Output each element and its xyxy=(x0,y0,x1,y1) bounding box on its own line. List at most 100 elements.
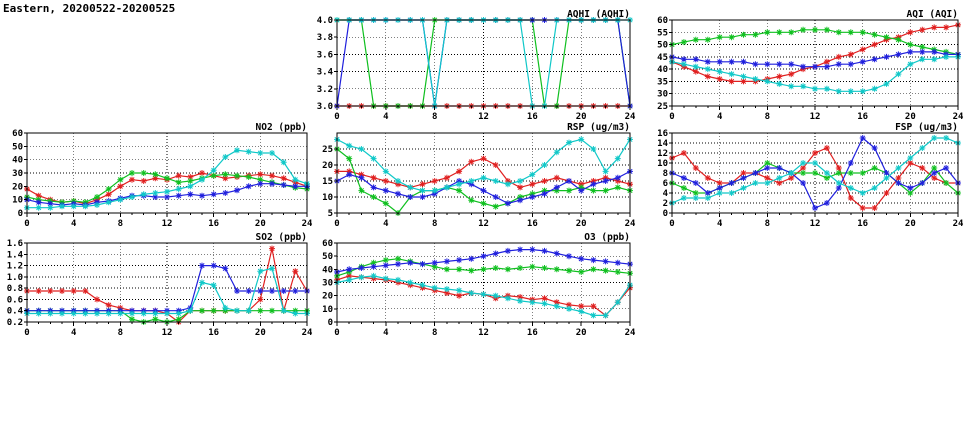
chart-title: NO2 (ppb) xyxy=(256,122,307,133)
axis-tick-labels: 5 10 15 20 25 0 4 8 12 16 20 24 xyxy=(322,145,636,229)
svg-text:16: 16 xyxy=(208,219,219,229)
svg-text:8: 8 xyxy=(118,328,123,338)
svg-text:0: 0 xyxy=(24,219,29,229)
svg-text:4: 4 xyxy=(71,328,77,338)
svg-text:8: 8 xyxy=(432,112,437,122)
axis-ticks xyxy=(334,19,631,110)
svg-text:2: 2 xyxy=(663,199,668,209)
chart-canvas-o3: 0 10 20 30 40 50 60 0 4 8 12 16 20 24 O3 (ppb) xyxy=(322,232,636,338)
svg-text:3.4: 3.4 xyxy=(317,68,334,78)
svg-text:4: 4 xyxy=(383,328,389,338)
svg-text:1.6: 1.6 xyxy=(7,239,23,249)
svg-text:12: 12 xyxy=(657,149,668,159)
svg-text:16: 16 xyxy=(208,328,219,338)
axis-tick-labels: 0.20.4 0.60.81.01.2 1.41.6 0 4 8 12 16 20 24 xyxy=(7,239,313,338)
svg-text:12: 12 xyxy=(810,112,821,122)
chart-so2: 0.2 0.4 0.6 0.8 1.0 1.2 1.4 1.6 0 4 8 12 16 20 24 SO2 (… xyxy=(1,231,313,338)
svg-text:6: 6 xyxy=(663,179,668,189)
svg-text:30: 30 xyxy=(322,279,333,289)
svg-text:4: 4 xyxy=(383,219,389,229)
svg-text:40: 40 xyxy=(657,65,668,75)
page-title: Eastern, 20200522-20200525 xyxy=(3,2,176,15)
svg-text:3.6: 3.6 xyxy=(317,50,333,60)
chart-title: AQI (AQI) xyxy=(907,9,958,20)
axis-ticks xyxy=(24,132,308,217)
svg-text:20: 20 xyxy=(322,161,333,171)
svg-text:3.2: 3.2 xyxy=(317,85,333,95)
series-group xyxy=(334,246,633,319)
axis-ticks xyxy=(669,19,959,110)
svg-text:8: 8 xyxy=(765,112,770,122)
svg-text:20: 20 xyxy=(255,328,266,338)
svg-text:10: 10 xyxy=(657,159,668,169)
svg-text:20: 20 xyxy=(905,112,916,122)
svg-text:25: 25 xyxy=(322,145,333,155)
svg-text:0.2: 0.2 xyxy=(7,318,23,328)
svg-text:30: 30 xyxy=(657,90,668,100)
axis-ticks xyxy=(334,242,631,326)
svg-text:30: 30 xyxy=(12,169,23,179)
axis-tick-labels: 0 10 20 30 40 50 60 0 4 8 12 16 20 24 xyxy=(12,129,313,229)
svg-text:3.8: 3.8 xyxy=(317,33,333,43)
svg-text:8: 8 xyxy=(432,219,437,229)
svg-text:16: 16 xyxy=(527,219,538,229)
chart-no2: 0 10 20 30 40 50 60 0 4 8 12 16 20 24 NO2 (ppb) xyxy=(1,121,313,229)
series-group xyxy=(669,135,961,211)
svg-text:10: 10 xyxy=(322,193,333,203)
svg-text:4: 4 xyxy=(717,219,723,229)
svg-text:20: 20 xyxy=(576,328,587,338)
chart-canvas-aqi: 25 30 35 40 45 50 55 60 0 4 8 12 16 20 24 AQI (AQI) xyxy=(657,9,964,122)
svg-text:24: 24 xyxy=(625,328,636,338)
svg-text:24: 24 xyxy=(625,112,636,122)
gridlines xyxy=(337,20,630,106)
svg-text:24: 24 xyxy=(302,219,313,229)
chart-canvas-aqhi: 3.0 3.2 3.4 3.6 3.8 4.0 0 4 8 12 16 20 24 AQHI (AQHI) xyxy=(317,9,636,122)
svg-text:0: 0 xyxy=(334,112,339,122)
svg-text:0: 0 xyxy=(669,219,674,229)
svg-text:16: 16 xyxy=(857,112,868,122)
chart-rsp: 5 10 15 20 25 0 4 8 12 16 20 24 RSP (ug/m3) xyxy=(311,121,636,229)
svg-text:16: 16 xyxy=(527,328,538,338)
svg-text:1.2: 1.2 xyxy=(7,262,23,272)
svg-text:10: 10 xyxy=(12,196,23,206)
svg-text:25: 25 xyxy=(657,102,668,112)
svg-text:24: 24 xyxy=(302,328,313,338)
svg-text:8: 8 xyxy=(118,219,123,229)
svg-text:3.0: 3.0 xyxy=(317,102,333,112)
svg-text:4: 4 xyxy=(383,112,389,122)
axis-ticks xyxy=(24,242,308,326)
svg-text:12: 12 xyxy=(478,219,489,229)
svg-text:60: 60 xyxy=(657,16,668,26)
chart-aqhi: 3.0 3.2 3.4 3.6 3.8 4.0 0 4 8 12 16 20 24 AQHI (AQHI) xyxy=(311,8,636,122)
svg-text:0: 0 xyxy=(334,328,339,338)
svg-text:4: 4 xyxy=(663,189,669,199)
series-group xyxy=(24,147,310,211)
axis-tick-labels: 3.0 3.2 3.4 3.6 3.8 4.0 0 4 8 12 16 20 24 xyxy=(317,16,636,122)
axis-tick-labels: 25 30 35 40 45 50 55 60 0 4 8 12 16 20 24 xyxy=(657,16,964,122)
svg-text:45: 45 xyxy=(657,53,668,63)
svg-text:0.8: 0.8 xyxy=(7,284,23,294)
svg-text:8: 8 xyxy=(432,328,437,338)
svg-text:40: 40 xyxy=(12,156,23,166)
axis-ticks xyxy=(669,132,959,217)
svg-text:50: 50 xyxy=(12,142,23,152)
chart-canvas-so2: 0.20.4 0.60.81.01.2 1.41.6 0 4 8 12 16 20 24 SO2 (… xyxy=(7,232,313,338)
svg-text:20: 20 xyxy=(576,219,587,229)
svg-text:8: 8 xyxy=(765,219,770,229)
chart-title: FSP (ug/m3) xyxy=(895,122,958,133)
chart-title: SO2 (ppb) xyxy=(256,232,307,243)
series-group xyxy=(669,21,961,95)
svg-text:24: 24 xyxy=(953,219,964,229)
chart-fsp: 0 2 4 6 8 10 12 14 16 0 4 8 12 16 20 24 FSP (ug/m3) xyxy=(646,121,964,229)
svg-text:14: 14 xyxy=(657,139,668,149)
svg-text:1.4: 1.4 xyxy=(7,250,24,260)
svg-text:15: 15 xyxy=(322,177,333,187)
chart-o3: 0 10 20 30 40 50 60 0 4 8 12 16 20 24 O3 (ppb) xyxy=(311,231,636,338)
svg-text:0: 0 xyxy=(18,209,23,219)
svg-text:12: 12 xyxy=(478,112,489,122)
gridlines xyxy=(672,20,958,106)
svg-text:0: 0 xyxy=(334,219,339,229)
svg-text:24: 24 xyxy=(953,112,964,122)
svg-text:20: 20 xyxy=(12,182,23,192)
